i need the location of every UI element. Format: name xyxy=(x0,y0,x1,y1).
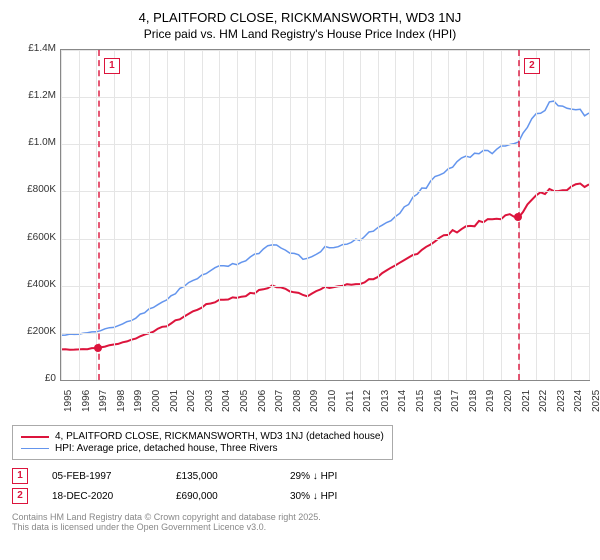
legend-swatch-property xyxy=(21,436,49,438)
transaction-row: 2 18-DEC-2020 £690,000 30% ↓ HPI xyxy=(12,488,588,504)
legend-box: 4, PLAITFORD CLOSE, RICKMANSWORTH, WD3 1… xyxy=(12,425,393,460)
plot-region: 12 xyxy=(60,49,590,381)
chart-area: £0£200K£400K£600K£800K£1.0M£1.2M£1.4M 12… xyxy=(12,49,588,419)
legend-item-hpi: HPI: Average price, detached house, Thre… xyxy=(21,443,384,454)
legend-swatch-hpi xyxy=(21,448,49,450)
legend-item-property: 4, PLAITFORD CLOSE, RICKMANSWORTH, WD3 1… xyxy=(21,431,384,442)
transaction-price: £135,000 xyxy=(176,471,266,482)
chart-title: 4, PLAITFORD CLOSE, RICKMANSWORTH, WD3 1… xyxy=(12,10,588,25)
transaction-date: 18-DEC-2020 xyxy=(52,491,152,502)
transaction-table: 1 05-FEB-1997 £135,000 29% ↓ HPI 2 18-DEC-202… xyxy=(12,468,588,504)
license-text: Contains HM Land Registry data © Crown c… xyxy=(12,512,588,532)
transaction-delta: 30% ↓ HPI xyxy=(290,491,337,502)
transaction-price: £690,000 xyxy=(176,491,266,502)
transaction-delta: 29% ↓ HPI xyxy=(290,471,337,482)
transaction-date: 05-FEB-1997 xyxy=(52,471,152,482)
transaction-marker: 1 xyxy=(12,468,28,484)
transaction-row: 1 05-FEB-1997 £135,000 29% ↓ HPI xyxy=(12,468,588,484)
chart-subtitle: Price paid vs. HM Land Registry's House … xyxy=(12,27,588,41)
y-axis-labels: £0£200K£400K£600K£800K£1.0M£1.2M£1.4M xyxy=(12,49,60,379)
transaction-marker: 2 xyxy=(12,488,28,504)
legend-label-property: 4, PLAITFORD CLOSE, RICKMANSWORTH, WD3 1… xyxy=(55,431,384,442)
legend-label-hpi: HPI: Average price, detached house, Thre… xyxy=(55,443,278,454)
x-axis-labels: 1995199619971998199920002001200220032004… xyxy=(60,384,588,419)
